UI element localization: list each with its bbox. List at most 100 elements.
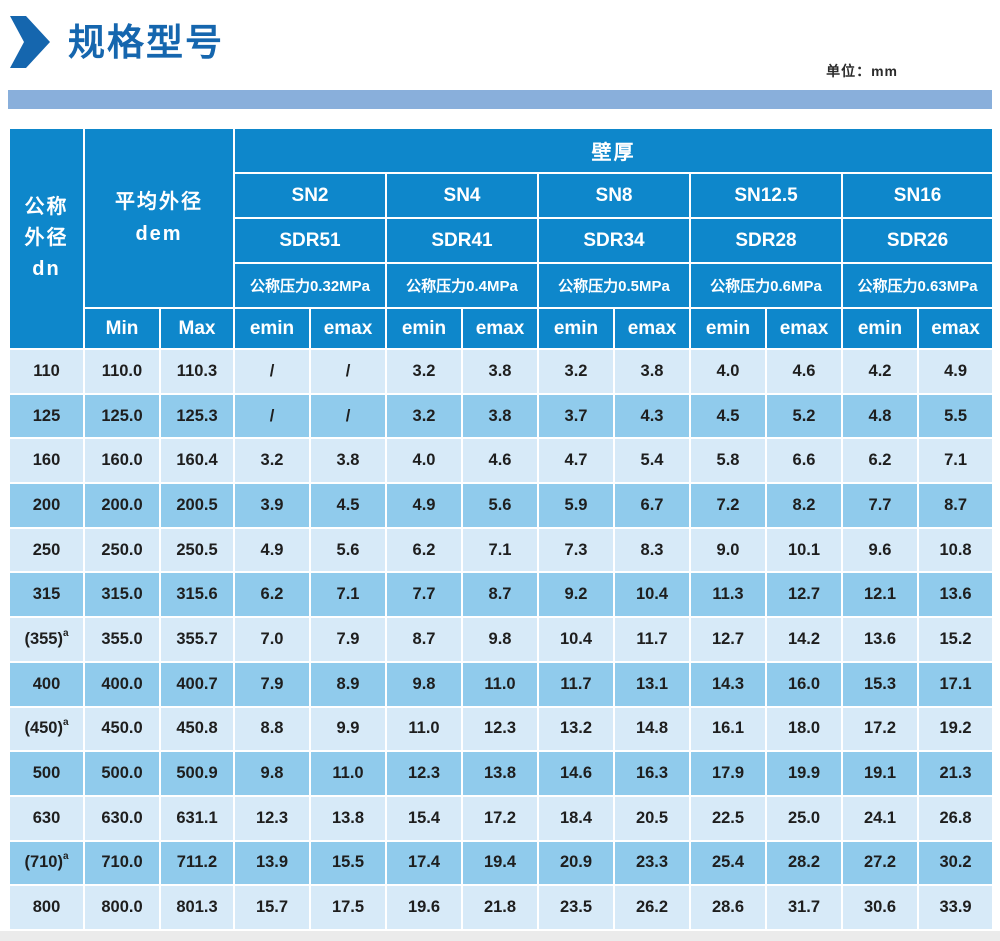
table-row: 125 125.0 125.3//3.2 3.8 3.7 4.3 4.5 5.2 4.8 5.5 [8, 392, 995, 440]
cell-wall-thickness: 21.8 [461, 884, 539, 931]
col-header-wall-thickness: 壁厚 [232, 127, 995, 174]
cell-wall-thickness: 14.3 [689, 660, 767, 708]
cell-dn: (710)a [8, 839, 85, 887]
table-row: 250 250.0 250.5 4.9 5.6 6.2 7.1 7.3 8.3 9.0 10.1 9.… [8, 526, 995, 574]
cell-wall-thickness: 3.8 [613, 348, 691, 395]
spec-table-head: 公称 外径 dn 平均外径 dem 壁厚 SN2 SN4 SN8 SN12.5 … [8, 127, 995, 350]
cell-wall-thickness: 11.7 [613, 616, 691, 663]
cell-wall-thickness: 4.9 [916, 348, 995, 395]
cell-wall-thickness: 7.9 [233, 660, 311, 708]
cell-wall-thickness: 19.9 [765, 750, 843, 797]
cell-dem-min: 125.0 [83, 392, 161, 440]
cell-dn: 250 [8, 526, 85, 574]
cell-dem-min: 250.0 [83, 526, 161, 574]
col-header-emin: emin [537, 307, 615, 350]
cell-wall-thickness: 7.7 [385, 571, 463, 619]
table-row: 400 400.0 400.7 7.9 8.9 9.8 11.0 11.7 13.1 14.3 16… [8, 660, 995, 708]
cell-dem-min: 710.0 [83, 839, 161, 887]
bottom-strip [0, 931, 1000, 941]
cell-wall-thickness: 6.2 [385, 526, 463, 574]
cell-wall-thickness: 11.0 [461, 660, 539, 708]
cell-wall-thickness: 25.4 [689, 839, 767, 887]
cell-wall-thickness: 4.9 [233, 526, 311, 574]
col-header-sn8: SN8 [537, 172, 691, 219]
cell-wall-thickness: 4.9 [385, 482, 463, 529]
cell-wall-thickness: 12.7 [689, 616, 767, 663]
cell-wall-thickness: 11.3 [689, 571, 767, 619]
cell-wall-thickness: 7.1 [916, 437, 995, 485]
col-header-max: Max [159, 307, 235, 350]
cell-wall-thickness: 8.7 [916, 482, 995, 529]
cell-dem-min: 400.0 [83, 660, 161, 708]
cell-wall-thickness: 9.9 [309, 705, 387, 753]
cell-wall-thickness: 17.9 [689, 750, 767, 797]
cell-wall-thickness: / [233, 348, 311, 395]
unit-label: 单位：mm [826, 63, 898, 79]
cell-wall-thickness: 13.2 [537, 705, 615, 753]
cell-wall-thickness: 4.5 [689, 392, 767, 440]
cell-dem-max: 160.4 [159, 437, 235, 485]
divider-bar [8, 90, 992, 109]
cell-wall-thickness: 16.1 [689, 705, 767, 753]
cell-wall-thickness: 7.0 [233, 616, 311, 663]
col-header-sdr34: SDR34 [537, 217, 691, 264]
col-header-emin: emin [233, 307, 311, 350]
cell-wall-thickness: 5.5 [916, 392, 995, 440]
cell-wall-thickness: 7.2 [689, 482, 767, 529]
col-header-sdr28: SDR28 [689, 217, 843, 264]
cell-wall-thickness: 31.7 [765, 884, 843, 931]
col-header-dn-line: 外径 [24, 227, 69, 249]
cell-wall-thickness: 15.2 [916, 616, 995, 663]
cell-wall-thickness: 4.7 [537, 437, 615, 485]
cell-wall-thickness: 8.2 [765, 482, 843, 529]
cell-wall-thickness: 12.7 [765, 571, 843, 619]
cell-wall-thickness: 13.8 [461, 750, 539, 797]
col-header-sn2: SN2 [233, 172, 387, 219]
cell-dem-max: 801.3 [159, 884, 235, 931]
cell-wall-thickness: 7.7 [841, 482, 919, 529]
col-header-emax: emax [309, 307, 387, 350]
cell-wall-thickness: 8.7 [461, 571, 539, 619]
cell-wall-thickness: 6.2 [841, 437, 919, 485]
col-header-emax: emax [461, 307, 539, 350]
cell-dn: 800 [8, 884, 85, 931]
cell-wall-thickness: 9.0 [689, 526, 767, 574]
cell-wall-thickness: 11.0 [385, 705, 463, 753]
col-header-pressure-0-6: 公称压力0.6MPa [689, 262, 843, 309]
table-row: 160 160.0 160.4 3.2 3.8 4.0 4.6 4.7 5.4 5.8 6.6 6.2… [8, 437, 995, 485]
cell-wall-thickness: 4.6 [765, 348, 843, 395]
cell-wall-thickness: 14.8 [613, 705, 691, 753]
cell-wall-thickness: 13.6 [841, 616, 919, 663]
cell-dem-max: 711.2 [159, 839, 235, 887]
cell-wall-thickness: 20.5 [613, 794, 691, 842]
cell-dem-min: 160.0 [83, 437, 161, 485]
cell-dem-min: 630.0 [83, 794, 161, 842]
cell-wall-thickness: 10.1 [765, 526, 843, 574]
col-header-sdr26: SDR26 [840, 217, 995, 264]
cell-dn: (450)a [8, 705, 85, 753]
cell-wall-thickness: 9.6 [841, 526, 919, 574]
cell-dn: 630 [8, 794, 85, 842]
cell-wall-thickness: 8.7 [385, 616, 463, 663]
cell-wall-thickness: 10.4 [613, 571, 691, 619]
cell-wall-thickness: 13.9 [233, 839, 311, 887]
footnote-marker: a [62, 717, 69, 729]
cell-wall-thickness: 17.2 [461, 794, 539, 842]
cell-wall-thickness: 7.9 [309, 616, 387, 663]
cell-wall-thickness: 19.4 [461, 839, 539, 887]
cell-wall-thickness: 9.8 [461, 616, 539, 663]
cell-wall-thickness: 15.7 [233, 884, 311, 931]
spec-table: 公称 外径 dn 平均外径 dem 壁厚 SN2 SN4 SN8 SN12.5 … [8, 127, 995, 931]
cell-wall-thickness: 16.0 [765, 660, 843, 708]
cell-wall-thickness: 5.8 [689, 437, 767, 485]
cell-dem-max: 315.6 [159, 571, 235, 619]
cell-wall-thickness: 30.2 [916, 839, 995, 887]
cell-wall-thickness: 4.2 [841, 348, 919, 395]
cell-wall-thickness: 21.3 [916, 750, 995, 797]
cell-wall-thickness: 24.1 [841, 794, 919, 842]
cell-wall-thickness: 6.6 [765, 437, 843, 485]
table-row: 200 200.0 200.5 3.9 4.5 4.9 5.6 5.9 6.7 7.2 8.2 7.7… [8, 482, 995, 529]
table-row: 500 500.0 500.9 9.8 11.0 12.3 13.8 14.6 16.3 17.9… [8, 750, 995, 797]
cell-wall-thickness: 7.1 [461, 526, 539, 574]
